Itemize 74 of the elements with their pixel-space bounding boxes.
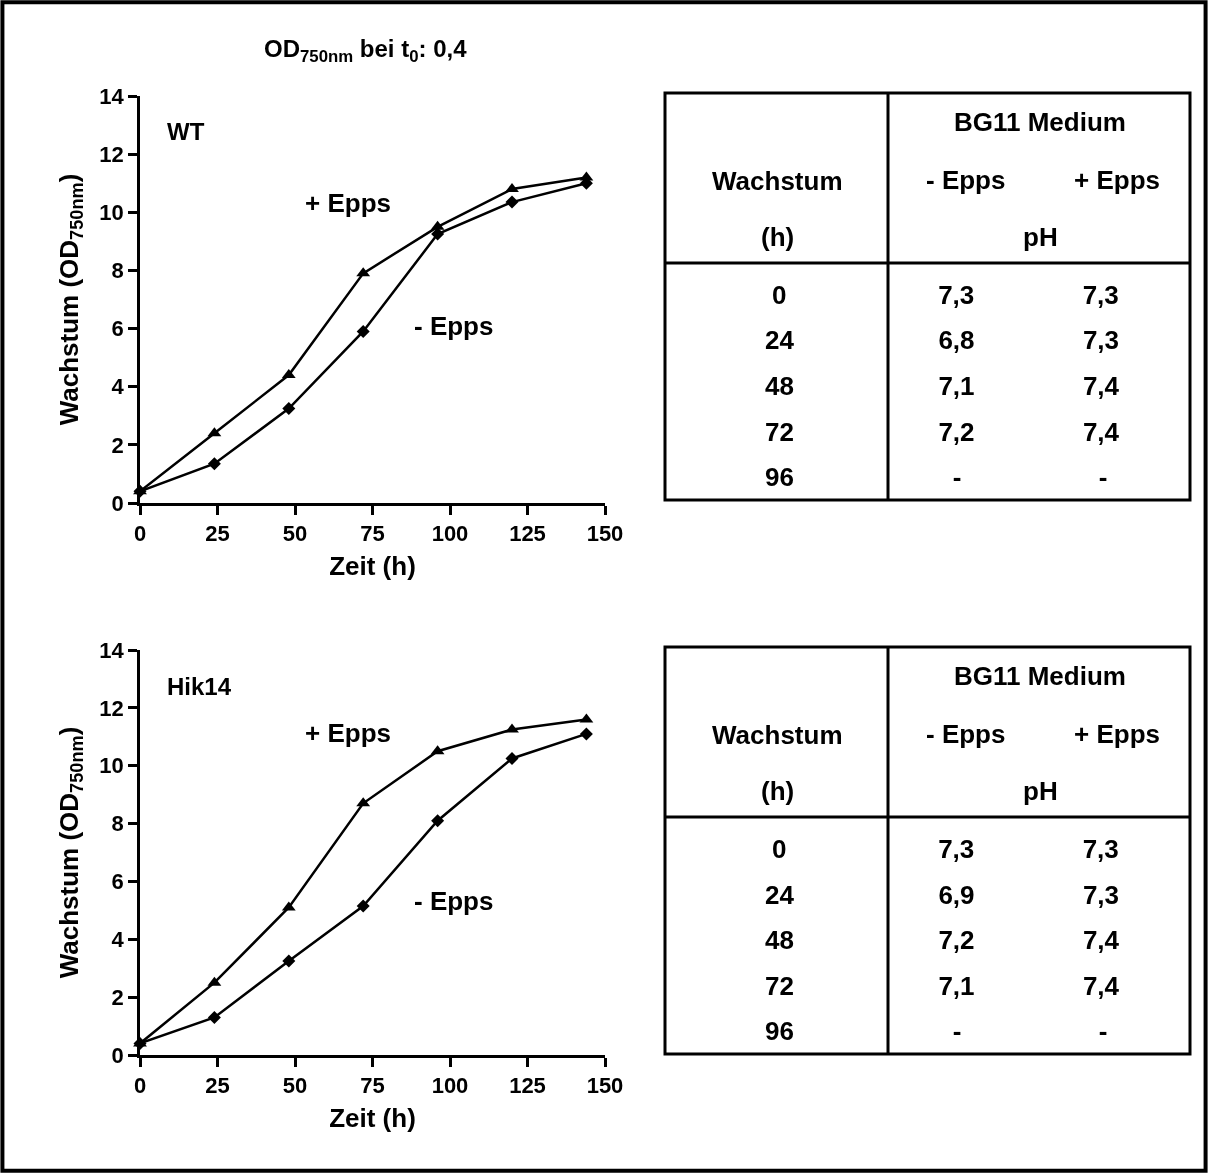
x-tick-label: 50 [282,1073,308,1099]
x-axis-title: Zeit (h) [329,550,416,581]
point [282,954,296,968]
text: 96 - - [765,1016,1108,1046]
text: BG11 Medium [954,107,1126,137]
point [505,183,519,193]
series-label: - Epps [414,886,494,916]
series-label: + Epps [305,718,391,748]
text: - Epps [926,719,1006,749]
text: pH [1023,222,1058,252]
annotation: Hik14 [167,673,232,700]
point [207,457,221,471]
point [356,899,370,913]
text: 24 6,8 7,3 [765,325,1120,355]
x-tick-label: 150 [586,1073,624,1099]
text: 72 7,1 7,4 [765,971,1120,1001]
y-tick-label: 12 [99,695,124,721]
point [431,227,445,241]
point [505,751,519,765]
x-tick-label: 50 [282,521,308,547]
y-tick-label: 4 [111,374,125,400]
chart-title: OD$_{750nm}$ bei t$_{0}$: 0,4 [264,35,468,67]
annotation: WT [167,118,205,145]
y-tick-label: 2 [111,432,124,458]
text: + Epps [1074,165,1160,195]
series-label: - Epps [414,311,494,341]
text: 24 6,9 7,3 [765,880,1120,910]
y-tick-label: 6 [111,316,124,342]
y-tick-label: 8 [111,811,124,837]
point [207,1010,221,1024]
text: 72 7,2 7,4 [765,417,1120,447]
x-tick-label: 25 [205,1073,230,1099]
point [505,723,519,733]
y-tick-label: 4 [111,926,125,952]
point [579,727,593,741]
text: 48 7,1 7,4 [765,371,1120,401]
y-tick-label: 2 [111,984,124,1010]
point [431,814,445,828]
text: 0 7,3 7,3 [772,834,1119,864]
x-tick-label: 150 [586,521,624,547]
series-label: + Epps [305,188,391,218]
text: 48 7,2 7,4 [765,925,1120,955]
y-tick-label: 0 [111,1042,124,1068]
y-tick-label: 14 [99,637,125,663]
y-tick-label: 10 [99,753,124,779]
text: Wachstum [712,720,843,750]
y-tick-label: 0 [111,490,124,516]
x-tick-label: 75 [360,521,385,547]
y-tick-label: 12 [99,141,124,167]
y-tick-label: 6 [111,869,124,895]
point [282,402,296,416]
y-tick-label: 10 [99,199,124,225]
x-tick-label: 125 [509,521,546,547]
point [356,324,370,338]
text: 96 - - [765,462,1108,492]
x-tick-label: 75 [360,1073,385,1099]
x-tick-label: 0 [133,1073,147,1099]
text: 0 7,3 7,3 [772,280,1119,310]
y-tick-label: 14 [99,83,125,109]
x-tick-label: 0 [133,521,147,547]
x-axis-title: Zeit (h) [329,1102,416,1133]
text: Wachstum [712,166,843,196]
x-tick-label: 25 [205,521,230,547]
text: + Epps [1074,719,1160,749]
text: BG11 Medium [954,661,1126,691]
text: (h) [761,222,795,252]
x-tick-label: 100 [431,521,469,547]
x-tick-label: 100 [431,1073,469,1099]
text: - Epps [926,165,1006,195]
text: (h) [761,776,795,806]
point [505,195,519,209]
text: pH [1023,776,1058,806]
y-tick-label: 8 [111,258,124,284]
x-tick-label: 125 [509,1073,546,1099]
